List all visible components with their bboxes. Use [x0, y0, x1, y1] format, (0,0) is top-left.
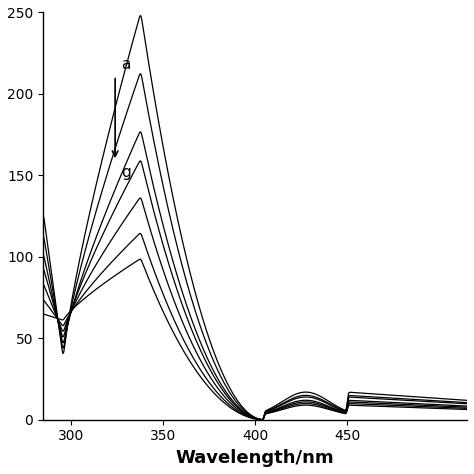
X-axis label: Wavelength/nm: Wavelength/nm: [176, 449, 334, 467]
Text: g: g: [121, 165, 131, 180]
Text: a: a: [121, 56, 131, 72]
